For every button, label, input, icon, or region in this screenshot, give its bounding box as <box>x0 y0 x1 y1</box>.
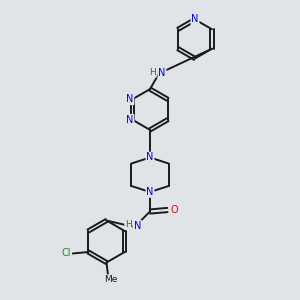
Text: H: H <box>149 68 156 77</box>
Text: N: N <box>134 220 141 231</box>
Text: N: N <box>146 152 154 163</box>
Text: N: N <box>158 68 166 78</box>
Text: O: O <box>170 205 178 215</box>
Text: N: N <box>126 94 134 104</box>
Text: Cl: Cl <box>61 248 71 259</box>
Text: N: N <box>146 187 154 197</box>
Text: H: H <box>125 220 132 229</box>
Text: Me: Me <box>104 275 117 284</box>
Text: N: N <box>126 115 134 125</box>
Text: N: N <box>191 14 199 25</box>
